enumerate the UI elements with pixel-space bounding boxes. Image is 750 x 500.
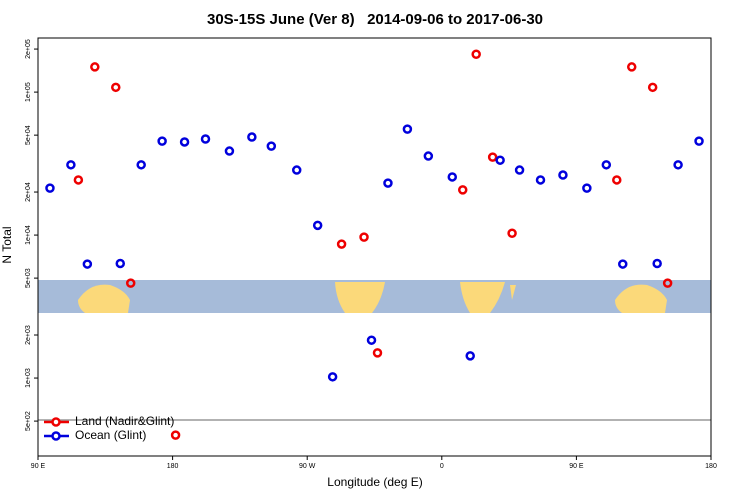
map-band (38, 280, 711, 313)
point (170, 430, 181, 440)
point (652, 258, 662, 269)
point (366, 335, 377, 345)
point (514, 165, 525, 175)
point (136, 160, 146, 170)
point (45, 183, 55, 193)
point (66, 160, 76, 170)
y-tick-label: 1e+04 (25, 225, 32, 245)
y-tick-label: 1e+03 (25, 368, 32, 388)
y-tick-label: 2e+05 (25, 39, 32, 59)
y-axis-label: N Total (0, 226, 14, 263)
point (662, 278, 673, 288)
point (612, 175, 622, 185)
y-tick-label: 2e+04 (25, 182, 32, 202)
point (359, 232, 369, 242)
legend-marker (51, 417, 61, 427)
point (372, 348, 383, 358)
point (423, 151, 434, 161)
point (457, 185, 468, 195)
y-tick-label: 2e+03 (25, 325, 32, 345)
point (247, 132, 257, 142)
point (495, 155, 505, 165)
x-tick-label: 0 (440, 463, 444, 470)
point (266, 141, 277, 151)
point (535, 175, 546, 185)
point (157, 136, 167, 146)
point (327, 372, 338, 382)
point (471, 49, 481, 59)
x-tick-label: 90 E (31, 463, 46, 470)
point (200, 134, 211, 144)
y-tick-label: 5e+04 (25, 125, 32, 145)
point (383, 178, 393, 188)
point (618, 259, 628, 269)
point (465, 351, 475, 361)
point (73, 175, 84, 185)
point (601, 160, 612, 170)
x-tick-label: 180 (167, 463, 179, 470)
point (90, 62, 100, 72)
point (447, 172, 458, 182)
point (507, 228, 517, 238)
y-tick-label: 5e+03 (25, 268, 32, 288)
plot-frame (37, 37, 712, 457)
x-tick-label: 90 W (299, 463, 316, 470)
point (402, 124, 413, 134)
legend-marker (51, 431, 61, 441)
point (582, 183, 592, 193)
point (626, 62, 637, 72)
point (291, 165, 302, 175)
point (647, 82, 658, 93)
point (487, 152, 498, 162)
x-tick-label: 90 E (569, 463, 584, 470)
point (673, 160, 683, 170)
point (336, 239, 347, 249)
legend-label: Ocean (Glint) (75, 428, 146, 442)
x-axis-label: Longitude (deg E) (327, 475, 422, 489)
point (115, 258, 126, 269)
point (224, 146, 235, 156)
point (125, 278, 136, 288)
y-tick-label: 1e+05 (25, 82, 32, 102)
point (111, 82, 121, 93)
point (82, 259, 93, 269)
point (179, 137, 190, 147)
point (312, 220, 323, 231)
x-tick-label: 180 (705, 463, 717, 470)
chart-title: 30S-15S June (Ver 8) 2014-09-06 to 2017-… (207, 11, 543, 28)
y-tick-label: 5e+02 (25, 411, 32, 431)
point (558, 170, 568, 180)
legend-label: Land (Nadir&Glint) (75, 414, 174, 428)
point (694, 136, 704, 146)
